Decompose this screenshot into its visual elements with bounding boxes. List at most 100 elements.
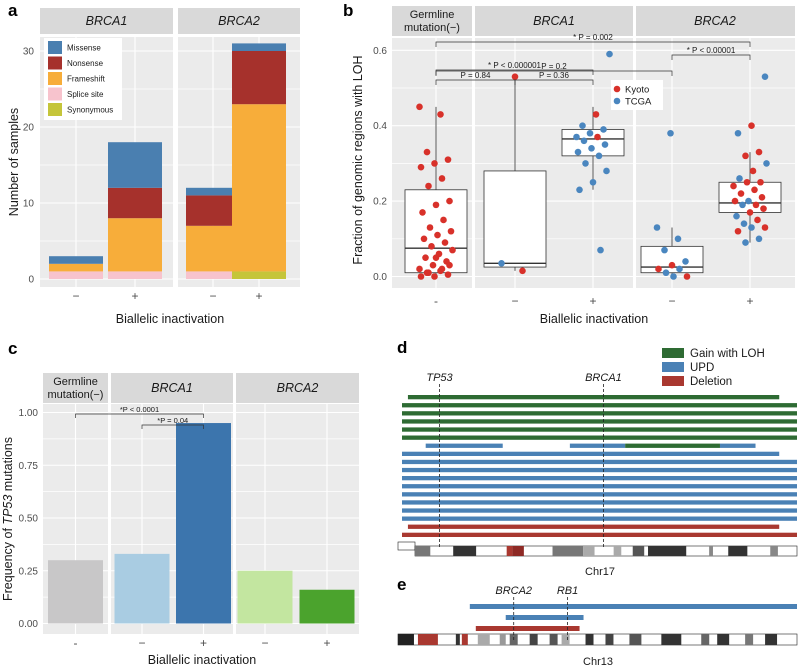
data-point-kyoto [592,111,600,118]
ideogram-band [770,546,778,556]
segment-upd [402,484,797,489]
data-point-kyoto [444,156,452,163]
segment-gain-with-loh [402,403,797,408]
bar-tp53-frequency [48,560,103,624]
y-tick-b: 0.0 [373,272,387,283]
ylabel-c-pre: Frequency of [1,525,15,601]
data-point-tcga [667,129,674,137]
bar-tp53-frequency [114,553,170,624]
xlabel-c: Biallelic inactivation [148,653,256,667]
chromosome-label-e: Chr13 [583,656,613,668]
data-point-kyoto [420,235,428,243]
segment-upd [402,516,797,521]
data-point-tcga [736,175,743,182]
data-point-tcga [763,160,770,167]
data-point-tcga [674,235,682,243]
ideogram-band [632,546,645,556]
data-point-tcga [745,197,752,205]
data-point-tcga [670,273,677,280]
ideogram-band [605,634,614,645]
bar-segment-missense [49,256,103,264]
x-tick-b: + [746,294,753,308]
data-point-tcga [582,160,589,167]
data-point-kyoto [734,227,742,235]
legend-label-frameshift: Frameshift [67,75,106,84]
data-point-kyoto [755,148,763,156]
segment-gain-with-loh [625,443,720,448]
x-tick-c: - [74,636,78,650]
data-point-kyoto [425,182,432,190]
segment-gain-with-loh [402,427,797,432]
significance-bracket [435,70,673,76]
legend-swatch-splice-site [48,87,62,101]
data-point-kyoto [746,209,754,216]
facet-gap [108,403,111,635]
y-tick-c: 0.00 [19,619,39,630]
segment-upd [505,615,584,620]
y-tick-c: 0.75 [19,461,39,472]
data-point-kyoto [749,167,757,175]
ylabel-c-post: mutations [1,437,15,495]
gene-marker-label: BRCA2 [495,585,532,597]
data-point-kyoto [754,216,761,224]
segment-upd [402,492,797,497]
bar-segment-missense [108,142,162,188]
facet-gap [633,36,636,289]
data-point-kyoto [446,261,453,269]
legend-label-deletion: Deletion [690,376,732,388]
y-tick-c: 0.25 [19,566,39,577]
legend-swatch-synonymous [48,103,62,116]
x-tick-a: − [72,289,79,303]
bar-segment-splice-site [186,271,240,279]
data-point-kyoto [761,224,769,231]
panel-label-d: d [397,338,407,357]
y-tick-c: 1.00 [19,408,39,419]
ylabel-c-gene: TP53 [1,495,15,525]
segment-upd [402,476,797,481]
segment-upd [402,508,797,513]
legend-swatch-upd [662,362,684,372]
xlabel-a: Biallelic inactivation [116,312,224,326]
data-point-kyoto [511,73,519,80]
data-point-kyoto [425,269,432,277]
data-point-tcga [600,126,607,133]
data-point-kyoto [752,201,760,209]
y-tick-a: 30 [23,47,35,58]
data-point-tcga [755,235,763,243]
data-point-kyoto [423,148,431,156]
segment-gain-with-loh [402,435,797,440]
bar-segment-synonymous [232,271,286,279]
chromosome-13-ideogram [397,633,798,646]
y-tick-a: 20 [23,123,35,134]
data-point-tcga [742,239,749,246]
panel-c: c Germline mutation(−) BRCA1 BRCA2 *P < … [1,339,359,667]
x-tick-a: − [209,289,216,303]
significance-bracket [671,54,751,60]
data-point-kyoto [431,160,438,167]
segment-upd [402,459,797,465]
data-point-kyoto [431,273,438,280]
ideogram-band [529,634,538,645]
data-point-kyoto [751,186,758,194]
legend-label-nonsense: Nonsense [67,59,104,68]
legend-swatch-deletion [662,376,684,386]
ideogram-band [561,634,570,645]
panel-label-b: b [343,1,353,20]
ideogram-band [453,546,477,556]
data-point-kyoto [426,224,434,231]
panel-label-c: c [8,339,17,358]
segment-upd [402,467,797,473]
bar-segment-frameshift [186,225,240,272]
panel-e: e BRCA2 RB1 Chr13 [397,575,798,668]
facet-label-brca1-c: BRCA1 [151,381,193,395]
ideogram-band [398,634,414,645]
data-point-tcga [595,152,603,160]
data-point-kyoto [447,227,455,235]
bar-segment-missense [186,187,240,196]
data-point-kyoto [428,243,435,250]
ideogram-band [506,546,513,556]
chromosome-label-d: Chr17 [585,566,615,578]
x-tick-c: − [138,636,145,650]
y-tick-a: 0 [28,275,34,286]
